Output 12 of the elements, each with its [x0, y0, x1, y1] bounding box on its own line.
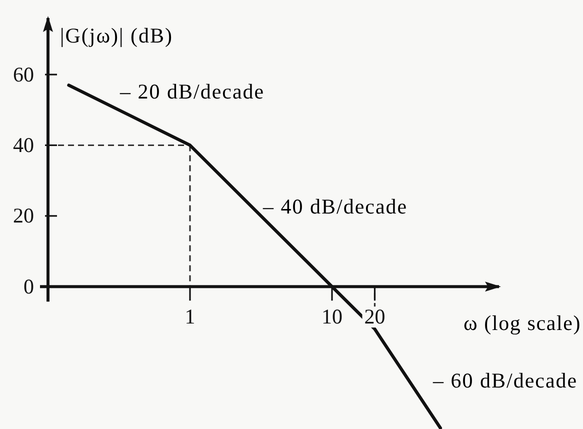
x-tick-label: 10	[321, 304, 342, 329]
y-tick-label: 0	[24, 274, 34, 298]
x-tick-label: 20	[364, 304, 386, 329]
annotation: – 60 dB/decade	[432, 368, 578, 392]
y-axis-title: |G(jω)| (dB)	[60, 23, 173, 48]
x-axis-title: ω (log scale)	[463, 310, 581, 335]
y-tick-label: 20	[13, 204, 34, 228]
x-tick-label: 1	[184, 304, 196, 329]
y-tick-label: 40	[13, 132, 34, 157]
y-tick-label: 60	[13, 62, 34, 86]
annotation: – 40 dB/decade	[262, 194, 408, 218]
annotation: – 20 dB/decade	[119, 79, 265, 104]
